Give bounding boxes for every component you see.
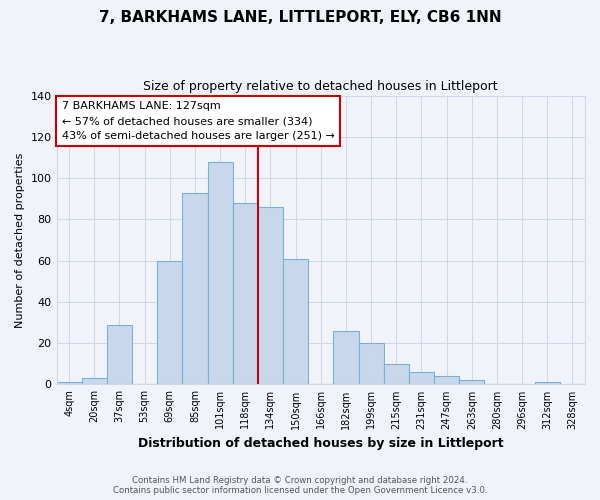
Bar (383, 364, 409, 384)
Text: 7 BARKHAMS LANE: 127sqm
← 57% of detached houses are smaller (334)
43% of semi-d: 7 BARKHAMS LANE: 127sqm ← 57% of detache… (62, 102, 335, 141)
Bar (334, 331, 359, 384)
Bar (258, 207, 283, 384)
Bar (107, 324, 132, 384)
Bar (409, 372, 434, 384)
Text: 7, BARKHAMS LANE, LITTLEPORT, ELY, CB6 1NN: 7, BARKHAMS LANE, LITTLEPORT, ELY, CB6 1… (98, 10, 502, 25)
Text: Contains HM Land Registry data © Crown copyright and database right 2024.
Contai: Contains HM Land Registry data © Crown c… (113, 476, 487, 495)
Bar (434, 376, 459, 384)
Bar (182, 192, 208, 384)
Bar (56, 382, 82, 384)
Bar (359, 343, 383, 384)
Bar (233, 203, 258, 384)
Title: Size of property relative to detached houses in Littleport: Size of property relative to detached ho… (143, 80, 498, 93)
Bar (208, 162, 233, 384)
Bar (82, 378, 107, 384)
Y-axis label: Number of detached properties: Number of detached properties (15, 152, 25, 328)
Bar (283, 258, 308, 384)
Bar (459, 380, 484, 384)
X-axis label: Distribution of detached houses by size in Littleport: Distribution of detached houses by size … (138, 437, 503, 450)
Bar (157, 260, 182, 384)
Bar (535, 382, 560, 384)
